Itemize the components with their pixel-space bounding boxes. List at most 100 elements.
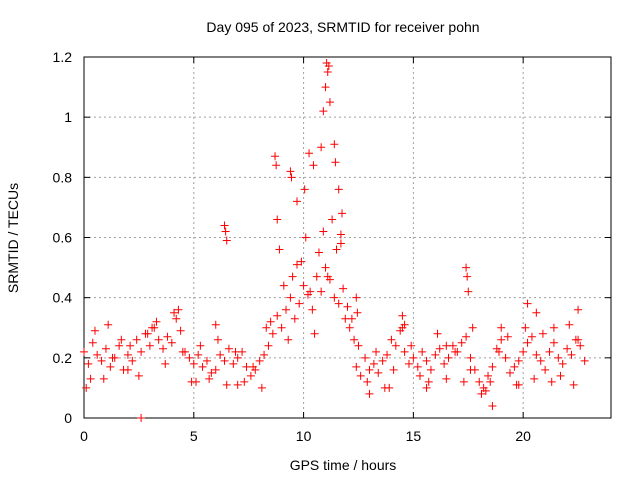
data-point	[549, 323, 558, 332]
data-point	[545, 347, 554, 356]
data-point	[198, 362, 207, 371]
data-point	[286, 167, 295, 176]
chart-title: Day 095 of 2023, SRMTID for receiver poh…	[206, 19, 479, 35]
data-point	[246, 371, 255, 380]
data-point	[312, 272, 321, 281]
data-point	[231, 347, 240, 356]
data-point	[415, 371, 424, 380]
y-tick-label: 0.2	[53, 350, 73, 366]
x-tick-label: 10	[296, 428, 312, 444]
data-point	[345, 323, 354, 332]
data-point	[93, 350, 102, 359]
data-point	[339, 284, 348, 293]
data-point	[224, 344, 233, 353]
data-point	[319, 107, 328, 116]
data-point	[284, 335, 293, 344]
data-point	[300, 185, 309, 194]
data-point	[292, 260, 301, 269]
data-point	[321, 263, 330, 272]
data-point	[154, 335, 163, 344]
data-point	[563, 344, 572, 353]
data-point	[538, 329, 547, 338]
data-point	[409, 353, 418, 362]
data-point	[404, 359, 413, 368]
data-point	[475, 377, 484, 386]
data-point	[126, 341, 135, 350]
data-point	[297, 257, 306, 266]
data-point	[580, 356, 589, 365]
data-point	[527, 332, 536, 341]
data-point	[418, 347, 427, 356]
data-point	[277, 323, 286, 332]
data-point	[426, 365, 435, 374]
data-point	[549, 338, 558, 347]
data-point	[523, 299, 532, 308]
data-point	[117, 335, 126, 344]
data-point	[211, 365, 220, 374]
y-tick-label: 1	[64, 109, 72, 125]
data-point	[202, 356, 211, 365]
data-point	[505, 368, 514, 377]
data-point	[324, 62, 333, 71]
data-point	[569, 380, 578, 389]
y-tick-label: 0	[64, 410, 72, 426]
data-point	[486, 377, 495, 386]
data-point	[398, 311, 407, 320]
data-point	[385, 383, 394, 392]
x-tick-label: 15	[406, 428, 422, 444]
data-point	[213, 335, 222, 344]
data-point	[514, 380, 523, 389]
data-point	[290, 314, 299, 323]
data-point	[334, 299, 343, 308]
data-point	[128, 356, 137, 365]
data-point	[260, 350, 269, 359]
y-tick-label: 0.8	[53, 169, 73, 185]
data-point	[462, 263, 471, 272]
data-point	[148, 323, 157, 332]
data-point	[466, 365, 475, 374]
data-point	[431, 350, 440, 359]
data-point	[451, 347, 460, 356]
data-point	[161, 359, 170, 368]
data-point	[222, 380, 231, 389]
data-point	[354, 341, 363, 350]
data-point	[299, 281, 308, 290]
data-point	[172, 314, 181, 323]
data-point	[558, 359, 567, 368]
data-point	[477, 389, 486, 398]
data-point	[266, 317, 275, 326]
data-point	[389, 365, 398, 374]
data-point	[574, 305, 583, 314]
data-point	[466, 353, 475, 362]
data-point	[194, 350, 203, 359]
data-point	[271, 152, 280, 161]
data-point	[275, 245, 284, 254]
data-point	[123, 365, 132, 374]
data-point	[514, 356, 523, 365]
data-point	[90, 326, 99, 335]
data-point	[521, 323, 530, 332]
data-point	[574, 335, 583, 344]
data-point	[556, 371, 565, 380]
data-point	[282, 305, 291, 314]
data-point	[216, 350, 225, 359]
data-point	[115, 341, 124, 350]
data-point	[519, 347, 528, 356]
data-point	[323, 68, 332, 77]
data-point	[444, 353, 453, 362]
data-point	[422, 356, 431, 365]
data-point	[541, 365, 550, 374]
data-point	[488, 401, 497, 410]
data-point	[221, 227, 230, 236]
data-point	[330, 140, 339, 149]
data-point	[422, 383, 431, 392]
data-point	[268, 329, 277, 338]
data-point	[352, 293, 361, 302]
data-point	[86, 374, 95, 383]
data-point	[554, 353, 563, 362]
x-tick-label: 0	[80, 428, 88, 444]
data-point	[343, 302, 352, 311]
data-point	[152, 317, 161, 326]
data-point	[317, 287, 326, 296]
